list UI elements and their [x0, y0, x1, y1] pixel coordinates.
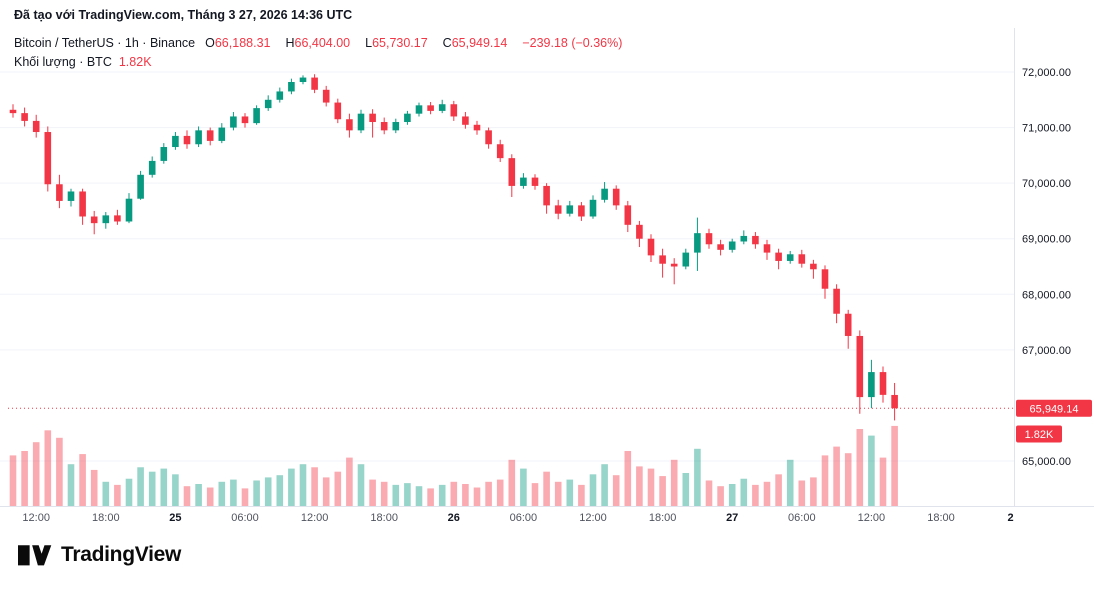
svg-text:18:00: 18:00	[649, 512, 677, 524]
svg-text:18:00: 18:00	[370, 512, 398, 524]
svg-text:68,000.00: 68,000.00	[1022, 289, 1071, 301]
svg-text:70,000.00: 70,000.00	[1022, 178, 1071, 190]
svg-text:26: 26	[448, 512, 460, 524]
svg-text:65,949.14: 65,949.14	[1030, 403, 1079, 415]
volume-label[interactable]: Khối lượng · BTC	[14, 55, 112, 70]
svg-text:1.82K: 1.82K	[1025, 429, 1054, 441]
chart-legend: Bitcoin / TetherUS · 1h · Binance O66,18…	[14, 34, 622, 73]
grid-lines	[0, 71, 1015, 462]
svg-text:25: 25	[169, 512, 181, 524]
symbol-title[interactable]: Bitcoin / TetherUS · 1h · Binance	[14, 36, 196, 50]
price-axis[interactable]: 72,000.00 71,000.00 70,000.00 69,000.00 68,0…	[1022, 67, 1071, 468]
ohlc-open: O66,188.31	[205, 36, 271, 50]
svg-text:12:00: 12:00	[301, 512, 329, 524]
ohlc-high: H66,404.00	[285, 36, 351, 50]
ohlc-low: L65,730.17	[365, 36, 428, 50]
svg-text:2: 2	[1008, 512, 1014, 524]
svg-text:65,000.00: 65,000.00	[1022, 456, 1071, 468]
volume-value: 1.82K	[118, 55, 152, 70]
candles-layer	[9, 74, 898, 421]
svg-text:06:00: 06:00	[510, 512, 538, 524]
svg-text:12:00: 12:00	[579, 512, 607, 524]
tradingview-logo-text[interactable]: TradingView	[61, 543, 182, 566]
legend-row-symbol: Bitcoin / TetherUS · 1h · Binance O66,18…	[14, 34, 622, 53]
ohlc-close: C65,949.14	[442, 36, 508, 50]
svg-text:18:00: 18:00	[92, 512, 120, 524]
svg-text:18:00: 18:00	[927, 512, 955, 524]
price-badge: 65,949.14	[1016, 399, 1092, 417]
price-chart-svg[interactable]: 72,000.00 71,000.00 70,000.00 69,000.00 68,0…	[0, 0, 1094, 540]
svg-text:71,000.00: 71,000.00	[1022, 123, 1071, 135]
volume-layer	[9, 425, 898, 506]
time-axis[interactable]: 12:00 18:00 25 06:00 12:00 18:00 26 06:00 12:00 1…	[22, 512, 1013, 524]
attribution-text: Đã tạo với TradingView.com, Tháng 3 27, …	[14, 8, 353, 22]
price-change: −239.18 (−0.36%)	[522, 36, 623, 50]
footer-brand: TradingView	[18, 543, 181, 567]
svg-text:12:00: 12:00	[858, 512, 886, 524]
chart-area[interactable]: 72,000.00 71,000.00 70,000.00 69,000.00 68,0…	[0, 0, 1094, 540]
svg-text:69,000.00: 69,000.00	[1022, 234, 1071, 246]
tradingview-logo-icon[interactable]	[18, 544, 52, 566]
svg-text:06:00: 06:00	[231, 512, 259, 524]
svg-text:12:00: 12:00	[22, 512, 50, 524]
svg-text:27: 27	[726, 512, 738, 524]
volume-badge: 1.82K	[1016, 425, 1062, 443]
svg-text:67,000.00: 67,000.00	[1022, 345, 1071, 357]
svg-text:06:00: 06:00	[788, 512, 816, 524]
legend-row-volume: Khối lượng · BTC 1.82K	[14, 53, 622, 72]
svg-text:72,000.00: 72,000.00	[1022, 67, 1071, 79]
